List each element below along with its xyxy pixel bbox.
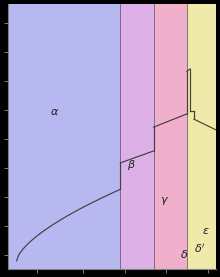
Bar: [187, 4, 216, 269]
Text: $\delta$: $\delta$: [180, 248, 188, 260]
Text: $\alpha$: $\alpha$: [50, 107, 59, 117]
Text: $\delta'$: $\delta'$: [194, 242, 206, 255]
Bar: [120, 4, 154, 269]
Text: $\gamma$: $\gamma$: [160, 194, 169, 207]
Text: $\beta$: $\beta$: [126, 158, 135, 172]
Bar: [8, 4, 120, 269]
Text: $\varepsilon$: $\varepsilon$: [202, 226, 210, 236]
Bar: [154, 4, 187, 269]
